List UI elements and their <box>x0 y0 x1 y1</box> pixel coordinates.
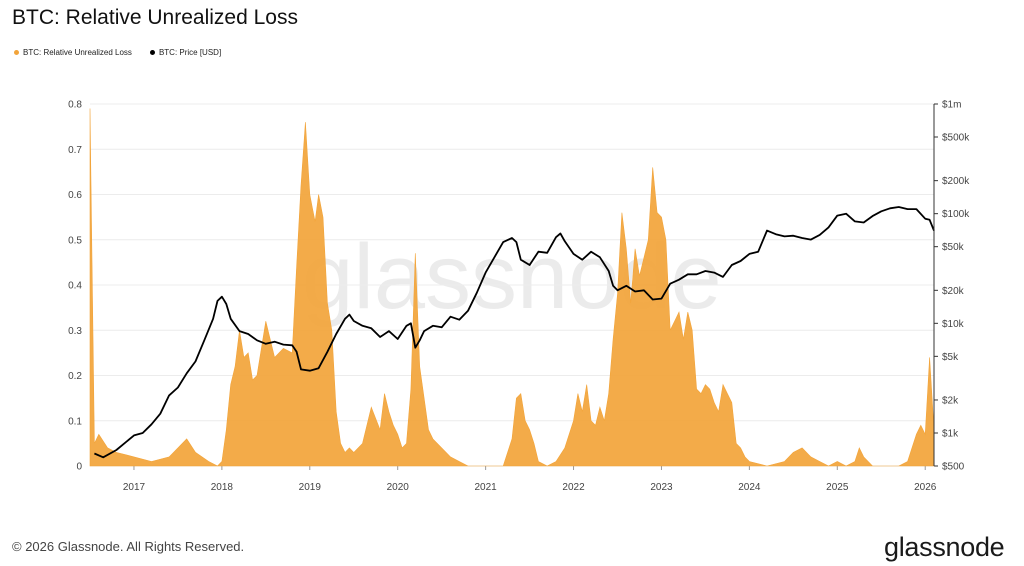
glassnode-logo: glassnode <box>884 532 1005 562</box>
x-tick-label: 2018 <box>211 482 234 493</box>
btc-price-line <box>94 206 935 459</box>
left-tick-label: 0.6 <box>68 190 82 201</box>
left-tick-label: 0.2 <box>68 371 82 382</box>
chart-title: BTC: Relative Unrealized Loss <box>12 6 298 29</box>
x-tick-label: 2019 <box>299 482 322 493</box>
x-tick-label: 2024 <box>738 482 761 493</box>
left-tick-label: 0.7 <box>68 145 82 156</box>
x-tick-label: 2023 <box>650 482 673 493</box>
x-tick-label: 2021 <box>475 482 498 493</box>
right-tick-label: $500 <box>942 462 965 473</box>
left-tick-label: 0.4 <box>68 281 82 292</box>
x-tick-label: 2025 <box>826 482 849 493</box>
left-tick-label: 0.5 <box>68 235 82 246</box>
right-tick-label: $50k <box>942 242 965 253</box>
legend-label-price: BTC: Price [USD] <box>158 48 222 57</box>
left-tick-label: 0.3 <box>68 326 82 337</box>
right-tick-label: $1k <box>942 428 959 439</box>
x-tick-label: 2017 <box>123 482 146 493</box>
right-tick-label: $5k <box>942 352 959 363</box>
legend-swatch-black <box>149 50 155 55</box>
x-tick-label: 2020 <box>387 482 410 493</box>
left-tick-label: 0.1 <box>68 416 82 427</box>
right-tick-label: $2k <box>942 395 959 406</box>
legend-item-unrealized-loss[interactable]: BTC: Relative Unrealized Loss <box>14 48 132 57</box>
x-tick-label: 2026 <box>914 482 937 493</box>
right-tick-label: $100k <box>942 209 970 220</box>
right-tick-label: $500k <box>942 133 970 144</box>
right-tick-label: $10k <box>942 319 965 330</box>
left-tick-label: 0 <box>76 462 82 473</box>
left-tick-label: 0.8 <box>68 100 82 111</box>
legend-label-unrealized-loss: BTC: Relative Unrealized Loss <box>23 48 132 57</box>
copyright-text: © 2026 Glassnode. All Rights Reserved. <box>12 539 245 554</box>
right-tick-label: $200k <box>942 176 970 187</box>
x-tick-label: 2022 <box>562 482 585 493</box>
legend-item-price[interactable]: BTC: Price [USD] <box>149 48 222 57</box>
right-tick-label: $20k <box>942 286 965 297</box>
right-tick-label: $1m <box>942 100 961 111</box>
chart-legend: BTC: Relative Unrealized Loss BTC: Price… <box>14 48 221 57</box>
unrealized-loss-area <box>89 108 935 467</box>
legend-swatch-orange <box>14 50 19 55</box>
